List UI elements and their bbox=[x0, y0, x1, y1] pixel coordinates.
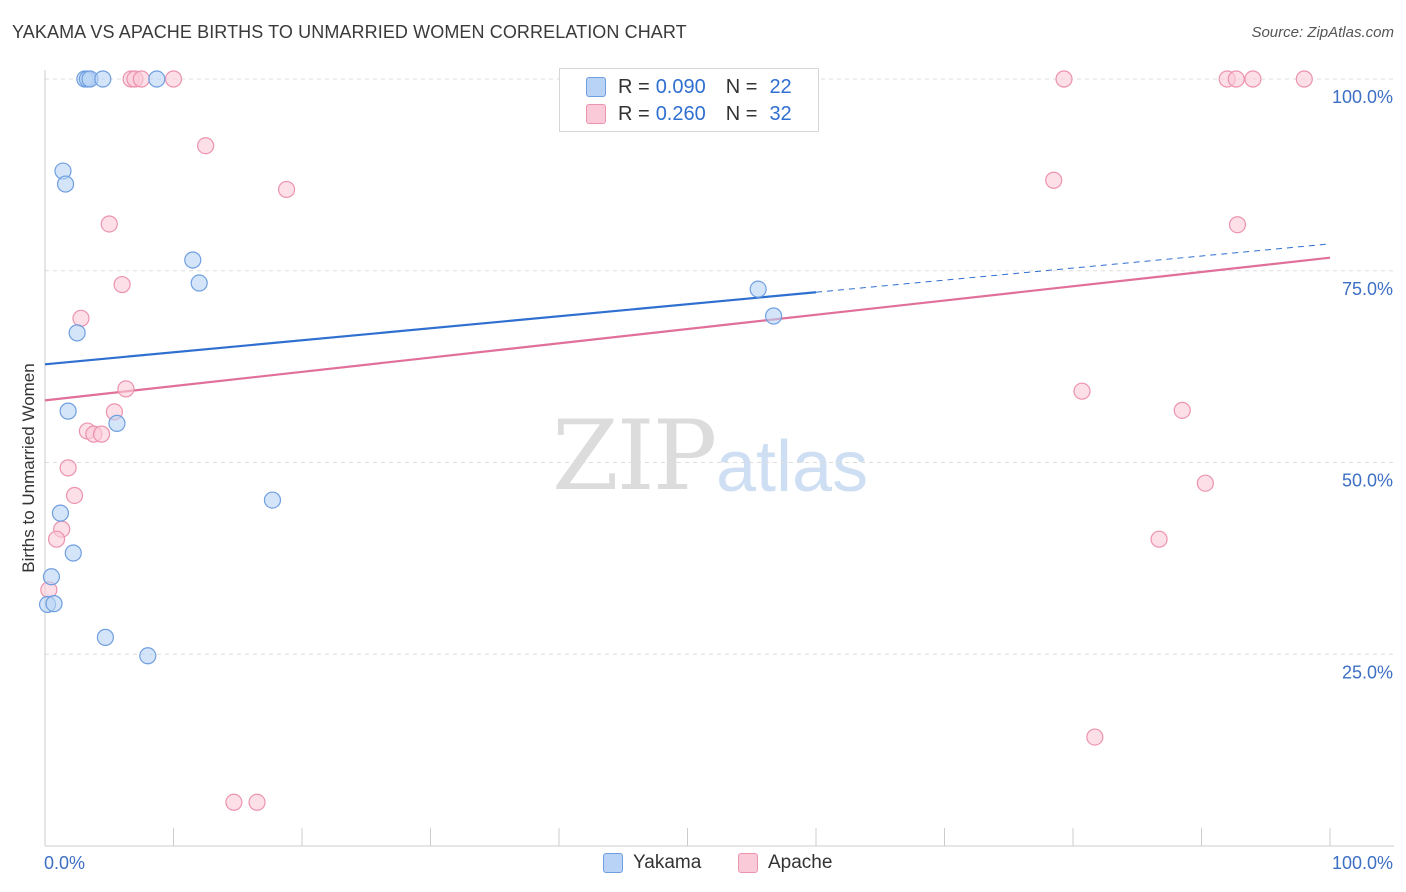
x-tick-label: 100.0% bbox=[1332, 853, 1393, 873]
apache-point bbox=[1150, 530, 1168, 548]
y-tick-label: 100.0% bbox=[1332, 87, 1393, 107]
watermark-zip: ZIP bbox=[552, 400, 717, 512]
legend-n-label: N = bbox=[725, 102, 758, 125]
apache-point bbox=[1073, 382, 1091, 400]
apache-point bbox=[1173, 401, 1191, 419]
legend-r-label: R = bbox=[618, 102, 650, 125]
grid-lines bbox=[45, 78, 1394, 655]
yakama-point bbox=[51, 504, 70, 522]
yakama-point bbox=[139, 647, 157, 665]
legend-row-yakama: R = 0.090 N = 22 bbox=[586, 74, 792, 100]
legend-n-label: N = bbox=[725, 75, 758, 98]
apache-point bbox=[1295, 70, 1313, 88]
y-axis-label: Births to Unmarried Women bbox=[19, 363, 38, 572]
legend-n-value: 32 bbox=[769, 102, 792, 125]
series-legend-label: Apache bbox=[768, 852, 833, 873]
apache-point bbox=[59, 459, 77, 477]
yakama-point bbox=[68, 324, 86, 342]
legend-r-label: R = bbox=[618, 75, 650, 98]
yakama-point bbox=[148, 70, 166, 88]
yakama-point bbox=[184, 251, 202, 269]
apache-swatch bbox=[738, 853, 758, 873]
yakama-point bbox=[764, 307, 783, 325]
apache-trend-line bbox=[44, 256, 1331, 402]
legend-r-value: 0.260 bbox=[655, 102, 706, 125]
yakama-point bbox=[59, 402, 77, 420]
yakama-trend-line bbox=[44, 291, 817, 366]
apache-point bbox=[47, 530, 66, 548]
apache-point bbox=[164, 70, 183, 88]
series-legend: Yakama Apache bbox=[0, 852, 1406, 878]
axis-labels: 100.0% 75.0% 50.0% 25.0% 0.0% 100.0% Births to… bbox=[19, 87, 1393, 873]
apache-point bbox=[1055, 70, 1073, 88]
series-legend-yakama: Yakama bbox=[603, 852, 701, 874]
apache-point bbox=[65, 486, 84, 505]
yakama-point bbox=[42, 568, 61, 586]
apache-point bbox=[72, 309, 90, 327]
yakama-point bbox=[263, 491, 282, 509]
yakama-point bbox=[56, 175, 75, 193]
apache-point bbox=[117, 380, 135, 398]
yakama-trend-extension bbox=[815, 243, 1331, 293]
watermark-atlas: atlas bbox=[716, 427, 869, 507]
yakama-point bbox=[94, 70, 112, 88]
y-tick-label: 75.0% bbox=[1342, 279, 1393, 299]
apache-point bbox=[197, 137, 215, 155]
apache-point bbox=[1227, 70, 1245, 88]
axes bbox=[44, 70, 1394, 847]
series-legend-label: Yakama bbox=[633, 852, 702, 873]
y-tick-label: 25.0% bbox=[1342, 662, 1393, 682]
apache-point bbox=[1196, 474, 1214, 492]
trend-lines bbox=[44, 243, 1331, 402]
apache-point bbox=[277, 180, 296, 199]
apache-point bbox=[1086, 728, 1104, 746]
series-legend-apache: Apache bbox=[738, 852, 832, 874]
yakama-swatch bbox=[603, 853, 623, 873]
legend-n-value: 22 bbox=[769, 75, 792, 98]
apache-point bbox=[132, 70, 150, 88]
y-tick-label: 50.0% bbox=[1342, 471, 1393, 491]
apache-point bbox=[248, 793, 266, 811]
apache-point bbox=[1244, 70, 1262, 88]
data-points bbox=[38, 70, 1313, 811]
correlation-legend: R = 0.090 N = 22 R = 0.260 N = 32 bbox=[559, 68, 819, 132]
apache-point bbox=[1045, 171, 1063, 189]
chart-source: Source: ZipAtlas.com bbox=[1251, 24, 1394, 41]
apache-point bbox=[100, 215, 118, 233]
x-tick-label: 0.0% bbox=[44, 853, 85, 873]
apache-point bbox=[225, 793, 243, 811]
apache-point bbox=[92, 425, 111, 443]
yakama-point bbox=[64, 544, 82, 562]
apache-point bbox=[113, 275, 131, 294]
yakama-point bbox=[96, 628, 114, 646]
yakama-point bbox=[190, 274, 208, 292]
yakama-point bbox=[45, 595, 63, 613]
apache-point bbox=[1228, 216, 1247, 234]
legend-row-apache: R = 0.260 N = 32 bbox=[586, 101, 792, 127]
chart-title: YAKAMA VS APACHE BIRTHS TO UNMARRIED WOM… bbox=[12, 22, 687, 42]
legend-r-value: 0.090 bbox=[655, 75, 706, 98]
yakama-point bbox=[108, 414, 126, 432]
yakama-swatch bbox=[586, 77, 606, 97]
apache-swatch bbox=[586, 104, 606, 124]
yakama-point bbox=[749, 280, 767, 298]
